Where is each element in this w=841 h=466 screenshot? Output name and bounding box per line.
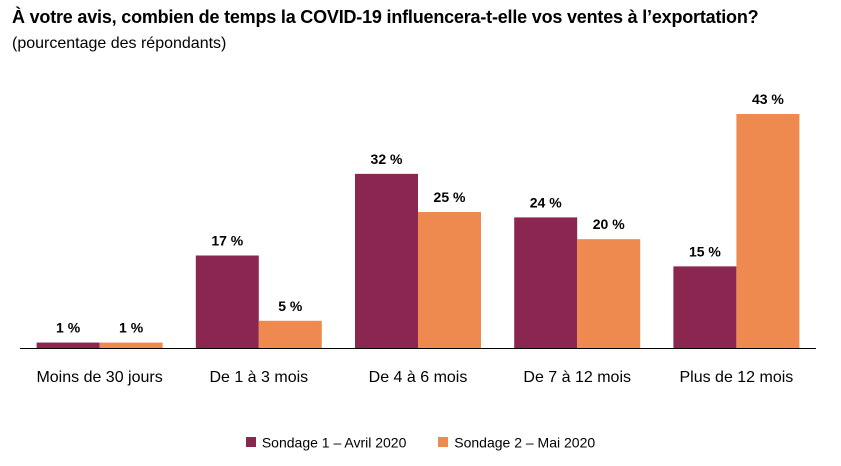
data-label-s2-c2: 5 % [278,298,303,314]
bar-s2-c2 [258,320,322,348]
data-label-s2-c5: 43 % [752,91,784,107]
legend-swatch-sondage-1 [245,436,256,447]
bar-s2-c4 [577,239,641,348]
data-label-s1-c4: 24 % [530,194,562,210]
bar-s2-c5 [736,114,800,348]
x-tick-label-3: De 4 à 6 mois [369,369,468,386]
bar-s2-c1 [99,342,163,348]
x-tick-label-5: Plus de 12 mois [679,369,793,386]
bar-s1-c5 [673,266,737,348]
chart-legend: Sondage 1 – Avril 2020 Sondage 2 – Mai 2… [0,432,841,450]
bar-s1-c1 [36,342,100,348]
data-label-s2-c3: 25 % [434,189,466,205]
data-label-s2-c4: 20 % [593,216,625,232]
legend-label-sondage-2: Sondage 2 – Mai 2020 [454,433,596,450]
bar-s1-c3 [355,173,418,348]
bar-s1-c2 [195,255,259,348]
bar-s2-c3 [418,211,481,348]
legend-item-sondage-2: Sondage 2 – Mai 2020 [438,433,595,450]
data-label-s1-c2: 17 % [211,232,243,248]
chart-subtitle: (pourcentage des répondants) [12,35,227,52]
legend-label-sondage-1: Sondage 1 – Avril 2020 [261,433,407,450]
data-label-s2-c1: 1 % [119,320,144,336]
chart-title: À votre avis, combien de temps la COVID-… [12,7,759,27]
legend-swatch-sondage-2 [438,436,449,447]
legend-item-sondage-1: Sondage 1 – Avril 2020 [245,433,407,450]
data-label-s1-c1: 1 % [56,320,81,336]
data-label-s1-c5: 15 % [689,243,721,259]
x-tick-label-1: Moins de 30 jours [36,369,162,386]
bar-s1-c4 [514,217,578,348]
x-tick-label-2: De 1 à 3 mois [209,369,308,386]
x-tick-label-4: De 7 à 12 mois [523,369,631,386]
data-label-s1-c3: 32 % [371,151,403,167]
